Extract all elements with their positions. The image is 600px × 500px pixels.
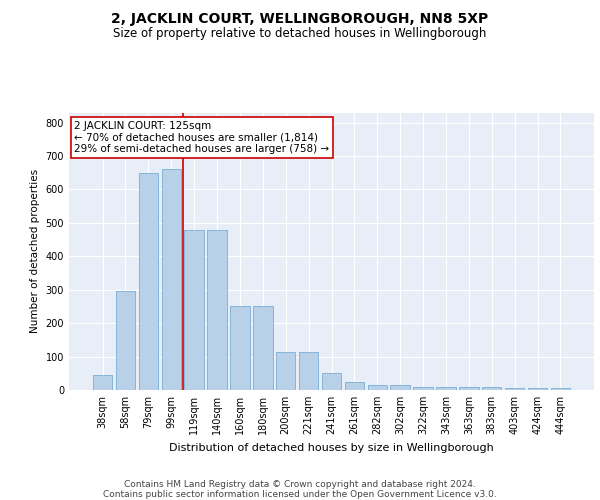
Bar [528, 388, 547, 390]
Bar [139, 172, 158, 390]
Bar [391, 385, 410, 390]
Text: 2, JACKLIN COURT, WELLINGBOROUGH, NN8 5XP: 2, JACKLIN COURT, WELLINGBOROUGH, NN8 5X… [112, 12, 488, 26]
Bar [116, 292, 135, 390]
Bar [482, 388, 502, 390]
Bar [413, 388, 433, 390]
Bar [276, 352, 295, 390]
Bar [93, 375, 112, 390]
Y-axis label: Number of detached properties: Number of detached properties [30, 169, 40, 334]
Bar [184, 230, 204, 390]
Bar [551, 388, 570, 390]
Text: Size of property relative to detached houses in Wellingborough: Size of property relative to detached ho… [113, 28, 487, 40]
X-axis label: Distribution of detached houses by size in Wellingborough: Distribution of detached houses by size … [169, 442, 494, 452]
Bar [344, 382, 364, 390]
Bar [459, 388, 479, 390]
Text: 2 JACKLIN COURT: 125sqm
← 70% of detached houses are smaller (1,814)
29% of semi: 2 JACKLIN COURT: 125sqm ← 70% of detache… [74, 121, 329, 154]
Bar [161, 170, 181, 390]
Bar [253, 306, 272, 390]
Bar [436, 388, 455, 390]
Text: Contains public sector information licensed under the Open Government Licence v3: Contains public sector information licen… [103, 490, 497, 499]
Bar [368, 385, 387, 390]
Text: Contains HM Land Registry data © Crown copyright and database right 2024.: Contains HM Land Registry data © Crown c… [124, 480, 476, 489]
Bar [299, 352, 319, 390]
Bar [505, 388, 524, 390]
Bar [322, 374, 341, 390]
Bar [208, 230, 227, 390]
Bar [230, 306, 250, 390]
